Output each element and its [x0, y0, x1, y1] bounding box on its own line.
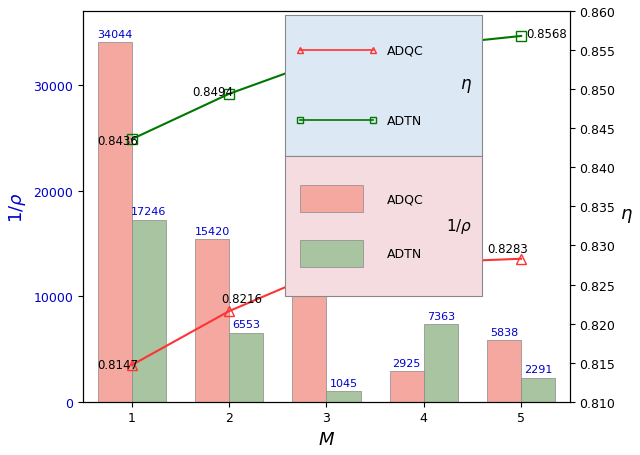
Text: ADQC: ADQC	[387, 192, 424, 206]
Text: $\eta$: $\eta$	[461, 77, 472, 95]
Text: ADQC: ADQC	[387, 45, 424, 57]
X-axis label: $M$: $M$	[318, 430, 335, 448]
Text: 0.8269: 0.8269	[292, 251, 333, 264]
Bar	[521, 378, 556, 402]
Text: ADTN: ADTN	[387, 115, 422, 127]
Text: 0.8494: 0.8494	[192, 86, 233, 98]
Text: 15420: 15420	[195, 226, 230, 236]
FancyBboxPatch shape	[285, 16, 482, 156]
Bar	[229, 333, 263, 402]
Text: 0.8278: 0.8278	[416, 244, 457, 257]
Text: ADTN: ADTN	[387, 247, 422, 260]
Text: 0.8436: 0.8436	[98, 135, 139, 147]
Text: 9967: 9967	[295, 284, 324, 293]
FancyBboxPatch shape	[300, 240, 363, 268]
Text: 6553: 6553	[232, 320, 260, 330]
Bar	[98, 43, 132, 402]
Y-axis label: $\eta$: $\eta$	[620, 207, 633, 225]
Text: $1/\rho$: $1/\rho$	[446, 217, 472, 236]
Bar	[195, 239, 229, 402]
Text: 5838: 5838	[490, 327, 518, 337]
Bar	[132, 220, 166, 402]
Text: 17246: 17246	[131, 207, 166, 217]
Text: 0.8555: 0.8555	[387, 30, 428, 43]
Text: 0.8568: 0.8568	[526, 28, 567, 41]
Text: 0.8283: 0.8283	[487, 243, 528, 255]
Y-axis label: $1/\rho$: $1/\rho$	[7, 192, 28, 222]
Text: 2925: 2925	[392, 358, 421, 368]
Text: 7363: 7363	[427, 311, 455, 321]
Bar	[390, 371, 424, 402]
FancyBboxPatch shape	[285, 156, 482, 297]
Bar	[326, 391, 360, 402]
Text: 1045: 1045	[330, 378, 358, 388]
Text: 0.8539: 0.8539	[309, 43, 349, 56]
Bar	[424, 324, 458, 402]
Bar	[487, 340, 521, 402]
Text: 34044: 34044	[97, 30, 132, 40]
Text: 2291: 2291	[524, 364, 552, 374]
Text: 0.8147: 0.8147	[98, 359, 139, 371]
FancyBboxPatch shape	[300, 186, 363, 213]
Text: 0.8216: 0.8216	[221, 292, 262, 305]
Bar	[292, 297, 326, 402]
